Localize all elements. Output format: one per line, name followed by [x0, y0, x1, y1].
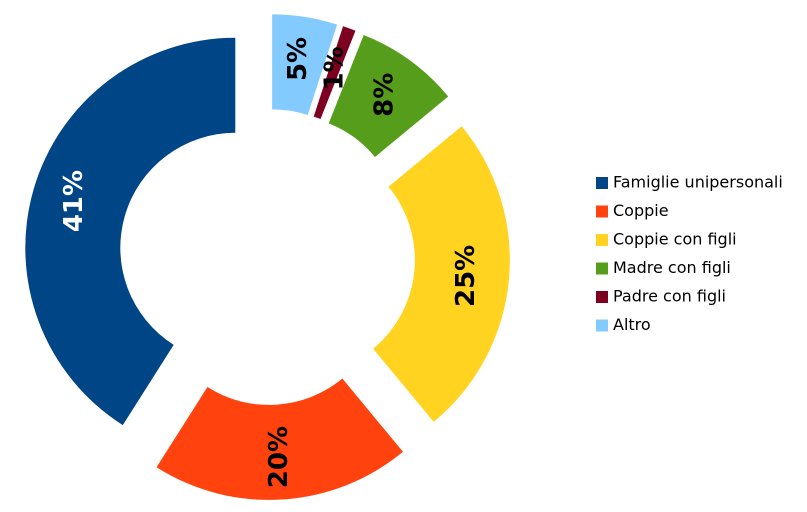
legend-label: Altro [613, 315, 651, 334]
legend-swatch [596, 234, 608, 246]
donut-slice [25, 37, 236, 426]
legend-label: Famiglie unipersonali [613, 173, 783, 192]
donut-slice [313, 26, 356, 120]
donut-slice [328, 35, 449, 157]
slice-label: 25% [451, 245, 481, 307]
legend-swatch [596, 291, 608, 303]
legend-swatch [596, 177, 608, 189]
legend-label: Coppie [613, 201, 669, 220]
donut-slice [156, 378, 403, 500]
legend-label: Madre con figli [613, 258, 731, 277]
legend-swatch [596, 205, 608, 218]
legend-label: Coppie con figli [613, 230, 737, 249]
legend-label: Padre con figli [613, 287, 726, 306]
donut-slice [272, 14, 338, 116]
slice-label: 20% [264, 426, 294, 488]
slice-label: 41% [59, 170, 89, 232]
slice-label: 5% [283, 37, 313, 81]
legend-swatch [596, 262, 608, 275]
legend-swatch [596, 319, 608, 332]
donut-slice [373, 126, 510, 422]
slice-label: 8% [369, 73, 399, 117]
